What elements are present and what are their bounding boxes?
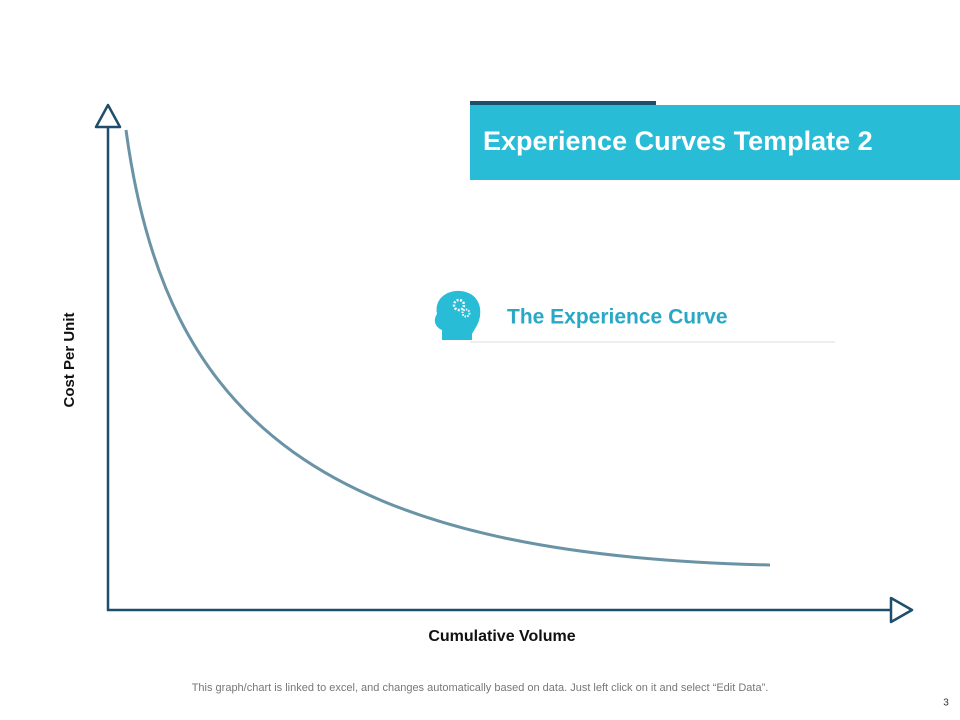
page-number: 3 [943, 698, 949, 709]
title: Experience Curves Template 2 [483, 126, 873, 156]
title-accent [470, 101, 656, 106]
x-axis-label: Cumulative Volume [428, 628, 575, 645]
title-box [470, 105, 960, 180]
experience-curve [124, 129, 771, 567]
x-axis-arrow [889, 596, 914, 624]
curve-label: The Experience Curve [507, 306, 728, 329]
head-icon [434, 290, 481, 340]
footnote: This graph/chart is linked to excel, and… [192, 682, 769, 694]
y-axis-label: Cost Per Unit [61, 312, 78, 407]
y-axis-arrow [94, 103, 122, 129]
